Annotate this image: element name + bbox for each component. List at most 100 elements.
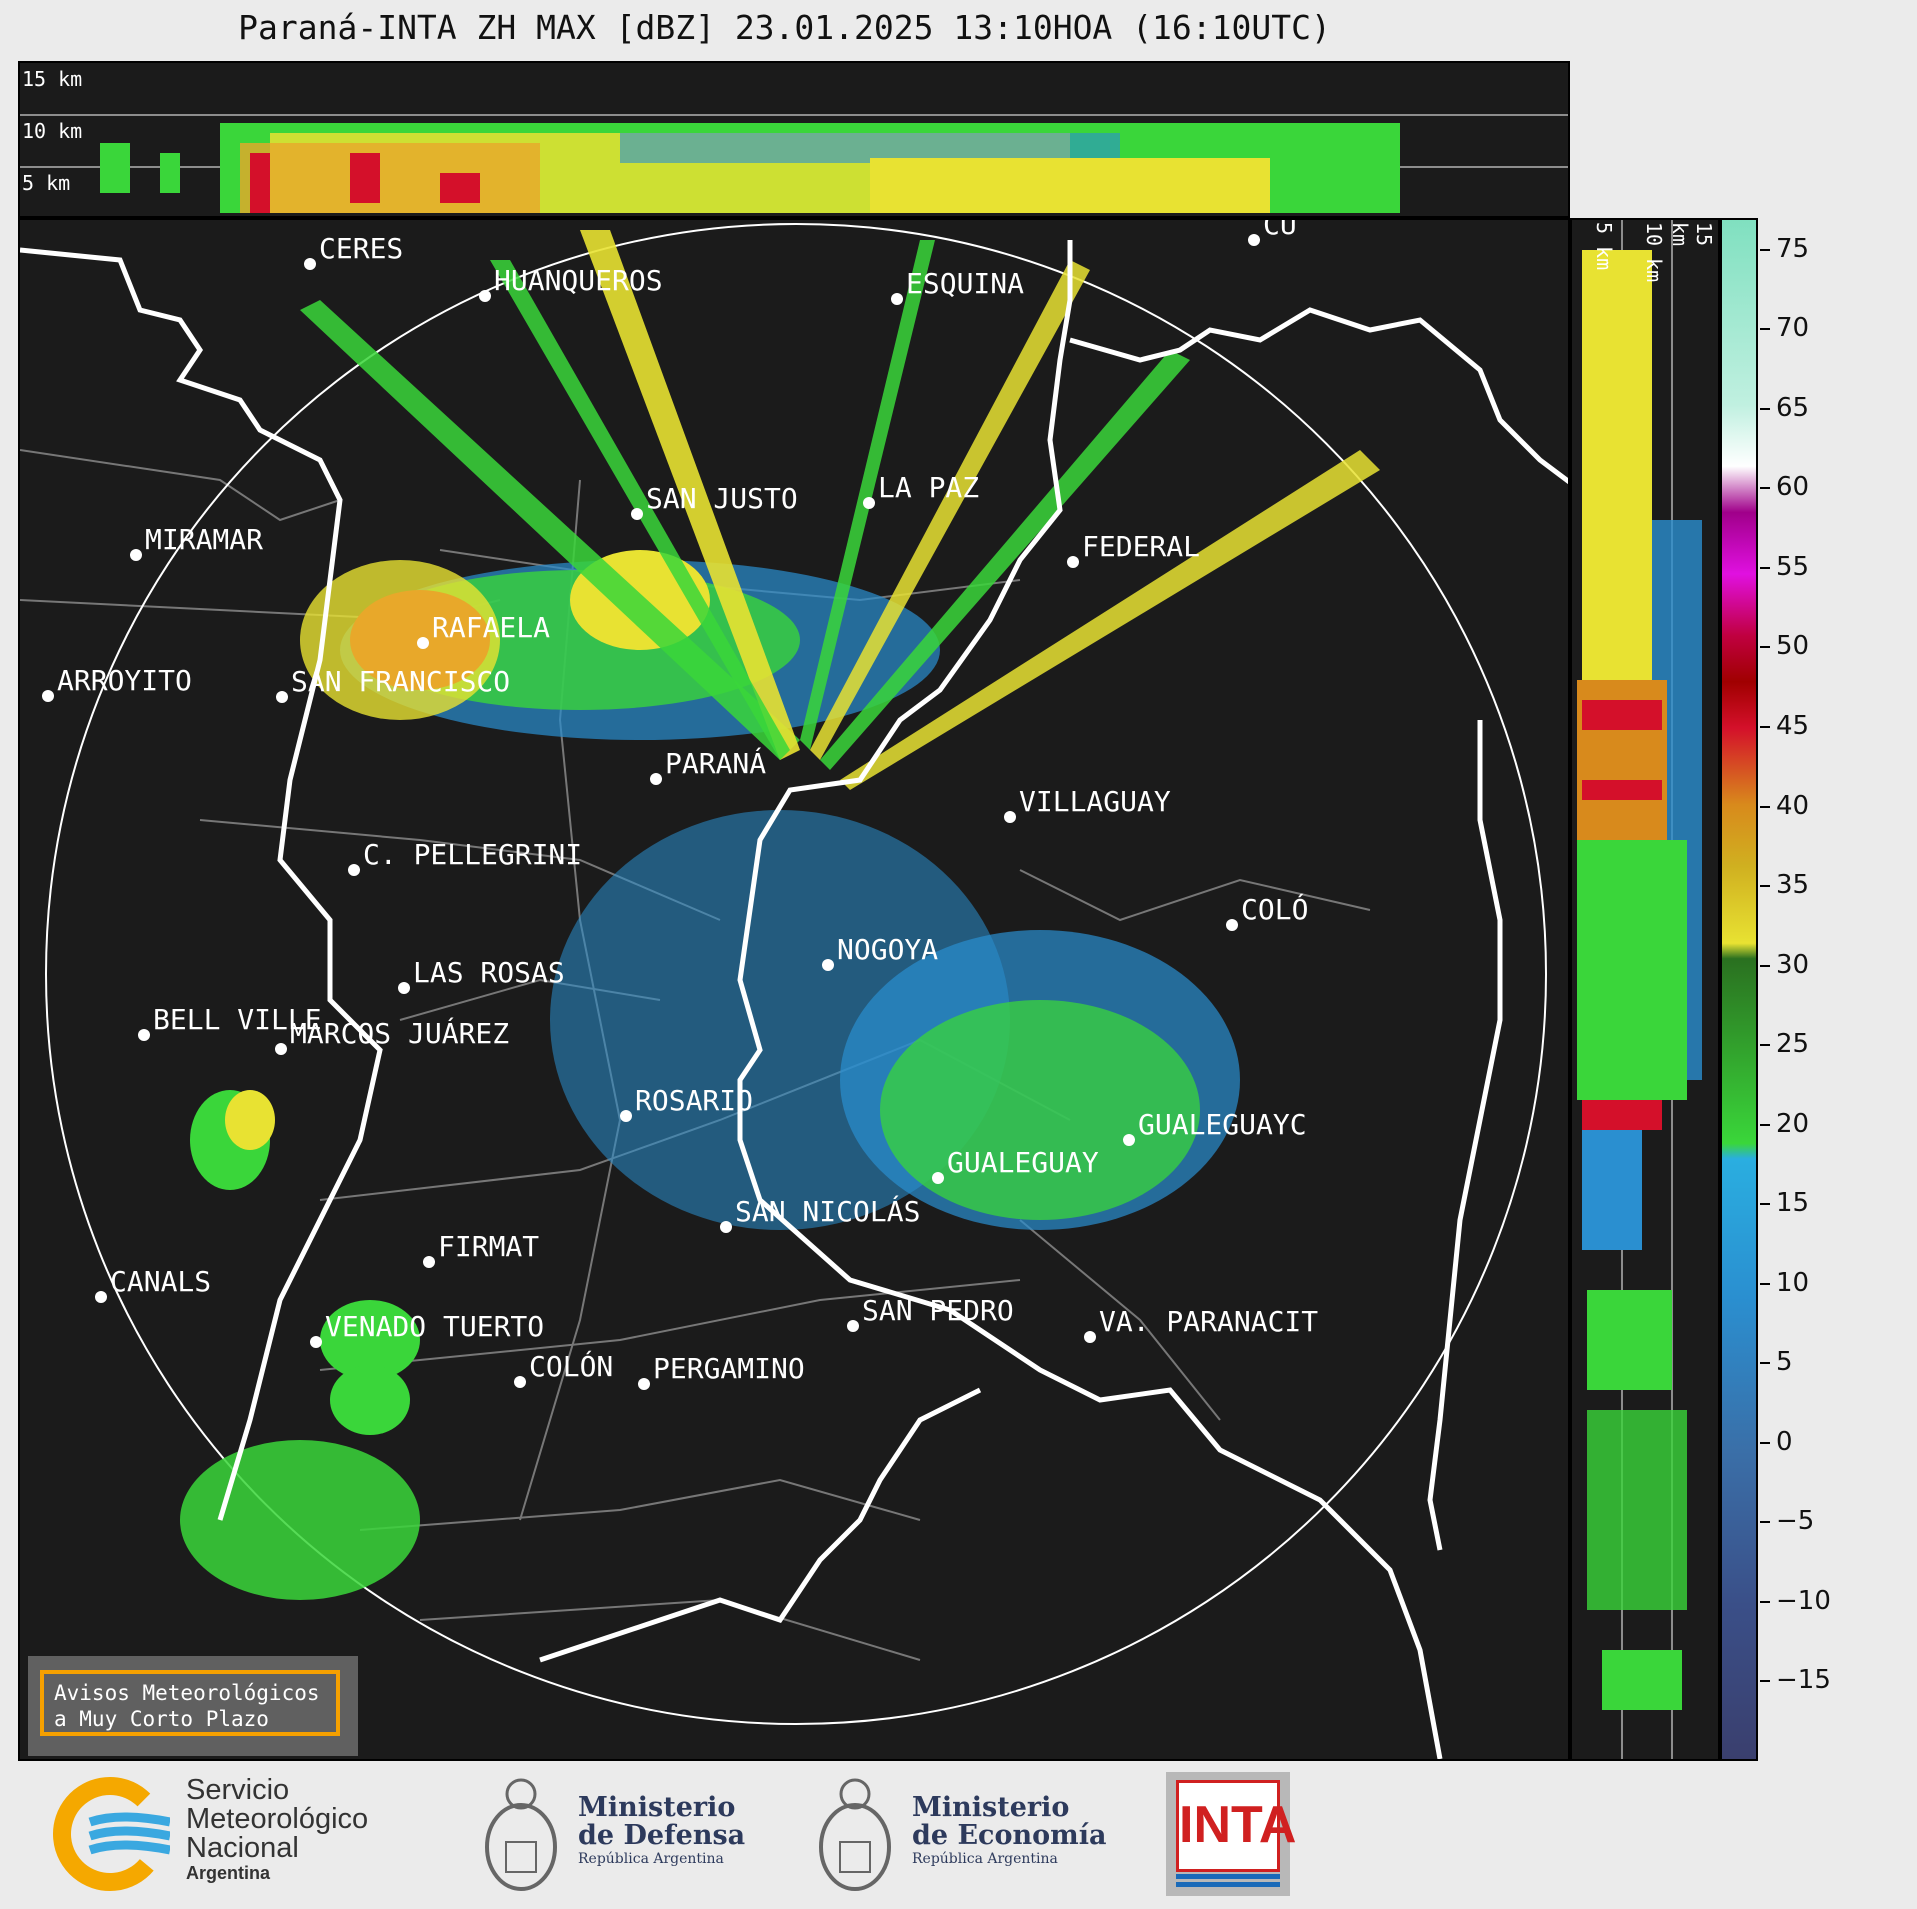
colorbar-tick-mark	[1760, 487, 1770, 490]
city-dot	[932, 1172, 944, 1184]
side-height-label-10km: 10 km	[1642, 222, 1666, 283]
colorbar-tick-label: 75	[1776, 233, 1810, 264]
city-san-justo: SAN JUSTO	[631, 482, 798, 520]
colorbar-tick-label: 0	[1776, 1426, 1793, 1457]
colorbar-tick-mark	[1760, 1044, 1770, 1047]
colorbar-tick-mark	[1760, 1362, 1770, 1365]
city-firmat: FIRMAT	[423, 1230, 539, 1268]
colorbar-tick-label: 25	[1776, 1029, 1810, 1060]
city-pergamino: PERGAMINO	[638, 1352, 805, 1390]
defensa-line-1: Ministerio	[578, 1792, 736, 1823]
side-cross-section-panel: 5 km 10 km 15 km	[1570, 218, 1720, 1761]
city-label: VILLAGUAY	[1019, 785, 1171, 818]
defensa-line-2: de Defensa	[578, 1820, 746, 1851]
city-dot	[348, 864, 360, 876]
colorbar-tick-label: −15	[1776, 1665, 1831, 1696]
colorbar-tick-mark	[1760, 1521, 1770, 1524]
city-label: LA PAZ	[878, 471, 979, 504]
city-dot	[276, 691, 288, 703]
warning-box-frame: Avisos Meteorológicos a Muy Corto Plazo	[40, 1670, 340, 1736]
city-col-n: COLÓN	[514, 1349, 613, 1388]
city-dot	[1004, 811, 1016, 823]
city-huanqueros: HUANQUEROS	[479, 264, 663, 302]
city-dot	[130, 549, 142, 561]
colorbar-tick-label: −10	[1776, 1585, 1831, 1616]
city-ceres: CERES	[304, 232, 403, 270]
radar-echoes	[180, 230, 1380, 1600]
city-col-: COLÓ	[1226, 892, 1308, 931]
city-arroyito: ARROYITO	[42, 664, 192, 702]
city-label: SAN NICOLÁS	[735, 1194, 920, 1228]
radar-range-ring	[45, 223, 1547, 1725]
inta-logo-text: INTA	[1176, 1780, 1296, 1872]
city-nogoya: NOGOYA	[822, 933, 938, 971]
warning-line-2: a Muy Corto Plazo	[54, 1707, 269, 1731]
colorbar-tick-label: 55	[1776, 551, 1810, 582]
city-label: ESQUINA	[906, 267, 1024, 300]
city-san-francisco: SAN FRANCISCO	[276, 665, 510, 703]
city-dot	[1248, 234, 1260, 246]
city-markers: CERES HUANQUEROS ESQUINA CU SAN JUSTO LA PAZ M…	[42, 220, 1318, 1390]
colorbar-tick-mark	[1760, 566, 1770, 569]
city-dot	[95, 1291, 107, 1303]
warning-box[interactable]: Avisos Meteorológicos a Muy Corto Plazo	[28, 1656, 358, 1756]
side-cross-section-echo	[1577, 220, 1702, 1759]
city-va-paranacit: VA. PARANACIT	[1084, 1305, 1318, 1343]
city-label: HUANQUEROS	[494, 264, 663, 297]
city-dot	[42, 690, 54, 702]
city-dot	[304, 258, 316, 270]
argentina-coat-of-arms-icon	[485, 1778, 557, 1891]
colorbar	[1720, 218, 1758, 1761]
city-las-rosas: LAS ROSAS	[398, 956, 565, 994]
colorbar-tick-label: 50	[1776, 631, 1810, 662]
city-label: ROSARIO	[635, 1084, 753, 1117]
city-dot	[398, 982, 410, 994]
colorbar-tick-mark	[1760, 1203, 1770, 1206]
city-dot	[1226, 919, 1238, 931]
city-cu: CU	[1248, 220, 1297, 246]
city-dot	[847, 1320, 859, 1332]
city-dot	[822, 959, 834, 971]
radar-map-panel: CERES HUANQUEROS ESQUINA CU SAN JUSTO LA PAZ M…	[18, 218, 1570, 1761]
city-san-pedro: SAN PEDRO	[847, 1294, 1014, 1332]
city-gualeguayc: GUALEGUAYC	[1123, 1108, 1307, 1146]
colorbar-tick-label: −5	[1776, 1506, 1815, 1537]
colorbar-tick-label: 5	[1776, 1347, 1793, 1378]
city-label: CERES	[319, 232, 403, 265]
radar-map: CERES HUANQUEROS ESQUINA CU SAN JUSTO LA PAZ M…	[20, 220, 1568, 1759]
smn-line-1: Servicio	[186, 1774, 290, 1806]
smn-logo-icon	[53, 1777, 170, 1891]
city-dot	[275, 1043, 287, 1055]
colorbar-tick-mark	[1760, 407, 1770, 410]
smn-line-3: Nacional	[186, 1832, 299, 1864]
city-dot	[863, 497, 875, 509]
city-label: PARANÁ	[665, 746, 766, 780]
colorbar-tick-mark	[1760, 1600, 1770, 1603]
economia-line-3: República Argentina	[912, 1851, 1058, 1867]
city-dot	[650, 773, 662, 785]
city-label: ARROYITO	[57, 664, 192, 697]
city-dot	[631, 508, 643, 520]
inta-logo: INTA	[1166, 1772, 1296, 1896]
city-label: RAFAELA	[432, 611, 550, 644]
city-dot	[514, 1376, 526, 1388]
city-dot	[720, 1221, 732, 1233]
argentina-coat-of-arms-icon-2	[819, 1778, 891, 1891]
colorbar-tick-mark	[1760, 328, 1770, 331]
city-rafaela: RAFAELA	[417, 611, 550, 649]
colorbar-tick-label: 20	[1776, 1108, 1810, 1139]
colorbar-tick-label: 30	[1776, 949, 1810, 980]
side-height-label-5km: 5 km	[1592, 222, 1616, 271]
city-label: GUALEGUAYC	[1138, 1108, 1307, 1141]
city-label: SAN PEDRO	[862, 1294, 1014, 1327]
city-dot	[1067, 556, 1079, 568]
top-cross-section-echo	[20, 114, 1568, 213]
city-marcos-ju-rez: MARCOS JUÁREZ	[275, 1016, 509, 1055]
city-canals: CANALS	[95, 1265, 211, 1303]
city-federal: FEDERAL	[1067, 530, 1200, 568]
city-dot	[891, 293, 903, 305]
city-label: GUALEGUAY	[947, 1146, 1099, 1179]
city-label: NOGOYA	[837, 933, 938, 966]
height-label-5km: 5 km	[22, 171, 71, 195]
city-dot	[310, 1336, 322, 1348]
